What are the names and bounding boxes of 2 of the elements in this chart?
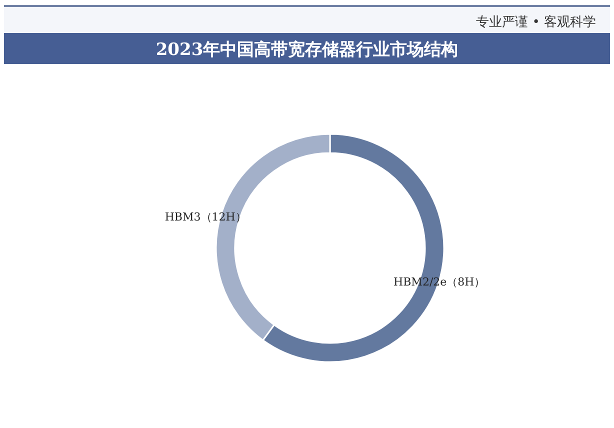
annotation: 专业严谨 • 客观科学 [476,15,596,30]
title: 2023年中国高带宽存储器行业市场结构 [156,40,458,60]
